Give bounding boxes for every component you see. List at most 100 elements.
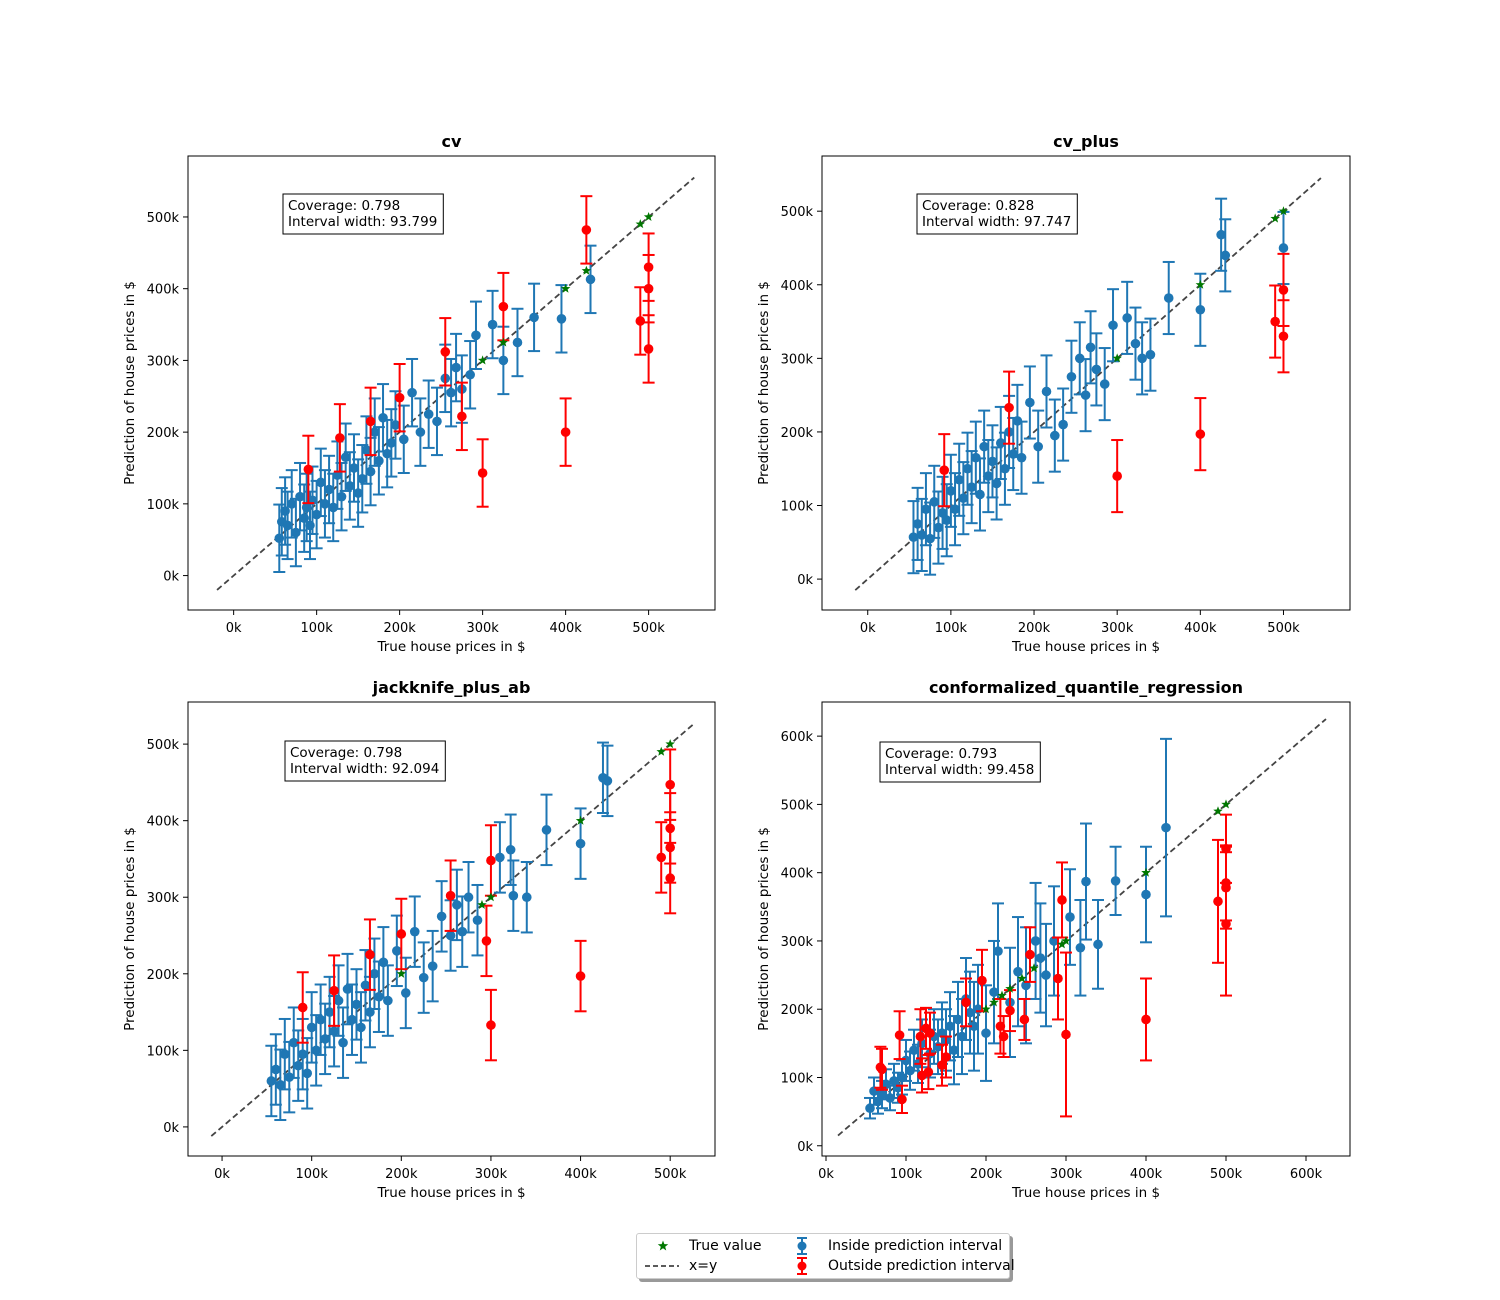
x-axis-label: True house prices in $ (376, 1185, 525, 1201)
inside-marker (487, 319, 498, 330)
axes-frame (187, 701, 716, 1157)
inside-point (1040, 354, 1053, 429)
x-tick-label: 400k (1184, 621, 1217, 636)
x-tick-label: 400k (1130, 1167, 1163, 1182)
outside-point (1003, 370, 1016, 445)
inside-point (932, 490, 945, 565)
x-tick-label: 300k (475, 1167, 508, 1182)
true-value-star (1005, 983, 1015, 993)
outside-marker (1025, 949, 1035, 960)
outside-point (994, 997, 1007, 1055)
inside-point (1098, 347, 1111, 422)
inside-point (354, 991, 367, 1064)
true-value-star (1270, 213, 1280, 223)
y-tick-label: 300k (147, 891, 180, 906)
inside-marker (975, 489, 985, 500)
inside-marker (987, 456, 998, 467)
inside-marker (995, 438, 1006, 448)
annotation-interval-width: Interval width: 93.799 (288, 214, 437, 230)
inside-marker (498, 355, 509, 366)
inside-marker (529, 312, 539, 323)
inside-point (540, 793, 553, 867)
outside-marker (665, 873, 675, 883)
y-tick-label: 400k (147, 283, 180, 298)
outside-point (1220, 851, 1232, 997)
annotation-coverage: Coverage: 0.793 (885, 746, 997, 762)
x-tick-label: 400k (549, 621, 582, 636)
outside-marker (396, 929, 407, 939)
inside-point (1079, 358, 1092, 433)
outside-marker (923, 1067, 934, 1077)
inside-marker (969, 1021, 979, 1032)
outside-marker (1278, 331, 1289, 342)
true-value-star (997, 990, 1007, 1000)
outside-marker (1221, 919, 1231, 929)
true-value-star (981, 1004, 991, 1014)
inside-point (318, 469, 331, 539)
inside-point (978, 409, 991, 484)
inside-marker (409, 926, 420, 937)
inside-marker (418, 972, 429, 983)
inside-marker (954, 474, 964, 485)
outside-point (938, 433, 951, 508)
outside-point (664, 841, 677, 915)
inside-point (528, 282, 541, 353)
inside-marker (1161, 822, 1171, 833)
outside-point (976, 948, 988, 1013)
x-tick-label: 400k (564, 1167, 597, 1182)
inside-point (1040, 922, 1052, 1028)
inside-marker (465, 369, 475, 380)
legend-label-diagonal: x=y (689, 1258, 718, 1274)
inside-marker (877, 1089, 887, 1100)
inside-marker (415, 427, 426, 437)
y-tick-label: 500k (781, 798, 814, 813)
outside-point (924, 1011, 936, 1055)
y-tick-label: 100k (147, 1044, 180, 1059)
inside-marker (1013, 966, 1023, 977)
inside-marker (983, 471, 994, 481)
inside-point (1219, 218, 1232, 293)
inside-marker (1025, 397, 1035, 408)
inside-marker (1050, 430, 1060, 441)
legend-errorbar-inside-icon (782, 1237, 822, 1255)
x-tick-label: 300k (1050, 1167, 1083, 1182)
inside-marker (1030, 936, 1041, 946)
outside-marker (1004, 402, 1014, 413)
inside-marker (1091, 364, 1102, 375)
inside-point (953, 442, 966, 517)
true-value-star (1195, 279, 1206, 289)
inside-marker (1278, 243, 1289, 253)
y-tick-label: 200k (781, 426, 814, 441)
outside-marker (1005, 1005, 1015, 1016)
inside-point (417, 941, 430, 1014)
inside-marker (400, 988, 411, 998)
inside-marker (953, 1014, 963, 1025)
outside-point (1056, 861, 1068, 939)
inside-point (346, 983, 359, 1056)
inside-point (949, 472, 962, 547)
inside-marker (365, 466, 376, 477)
inside-marker (1220, 250, 1231, 261)
annotation-interval-width: Interval width: 97.747 (922, 214, 1071, 230)
inside-point (948, 1015, 960, 1086)
inside-marker (508, 890, 519, 901)
inside-point (1136, 321, 1149, 396)
inside-point (1015, 420, 1028, 495)
inside-marker (1041, 386, 1052, 397)
inside-marker (436, 911, 447, 922)
y-tick-label: 100k (147, 498, 180, 513)
outside-point (497, 271, 510, 342)
inside-marker (286, 499, 297, 509)
true-value-star (575, 815, 586, 825)
inside-marker (345, 481, 355, 491)
inside-point (1080, 822, 1092, 941)
true-value-star (635, 219, 646, 229)
inside-point (469, 300, 482, 371)
chart-title: cv (442, 132, 462, 151)
true-value-star (1221, 799, 1231, 809)
inside-point (430, 386, 443, 457)
inside-marker (1065, 912, 1075, 922)
outside-marker (477, 468, 488, 478)
